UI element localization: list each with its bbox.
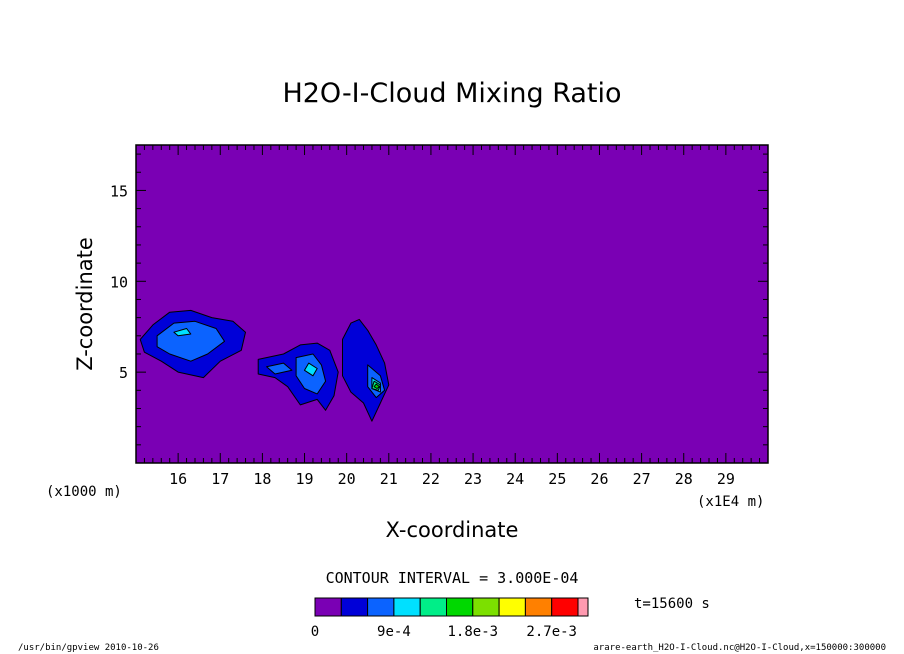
colorbar: 0 9e-4 1.8e-3 2.7e-3 [311,597,589,640]
colorbar-swatch [393,597,421,617]
x-tick-label: 16 [169,470,187,488]
colorbar-swatch [551,597,579,617]
x-tick-label: 18 [253,470,271,488]
x-axis-unit-right: (x1E4 m) [697,494,764,510]
colorbar-swatch [419,597,448,617]
colorbar-swatch [524,597,553,617]
colorbar-swatch [577,597,589,617]
x-tick-label: 28 [675,470,693,488]
x-tick-label: 24 [506,470,524,488]
colorbar-label: 2.7e-3 [526,624,577,640]
x-tick-label: 25 [548,470,566,488]
contour-fill-layer [139,309,390,422]
contour-level-5 [373,383,380,389]
x-tick-label: 27 [633,470,651,488]
x-axis-label: X-coordinate [386,518,519,542]
colorbar-swatch [314,597,342,617]
x-axis-unit-left: (x1000 m) [46,484,122,500]
x-tick-label: 20 [338,470,356,488]
footer-left: /usr/bin/gpview 2010-10-26 [18,643,159,653]
x-axis-ticks: 16 17 18 19 20 21 22 23 24 25 26 27 28 29 [135,145,769,488]
colorbar-swatch [446,597,474,617]
plot-area: 16 17 18 19 20 21 22 23 24 25 26 27 28 29 5 10 15 [110,144,769,488]
colorbar-swatch [472,597,500,617]
contour-level-2 [156,320,225,362]
colorbar-label: 9e-4 [377,624,411,640]
y-tick-label: 10 [110,273,128,291]
contour-level-2 [266,362,293,375]
colorbar-label: 0 [311,624,319,640]
x-tick-label: 23 [464,470,482,488]
y-tick-label: 5 [119,364,128,382]
y-tick-label: 15 [110,182,128,200]
footer-right: arare-earth_H2O-I-Cloud.nc@H2O-I-Cloud,x… [593,643,886,653]
colorbar-swatch [340,597,369,617]
plot-frame [135,144,769,464]
x-tick-label: 26 [590,470,608,488]
x-tick-label: 19 [296,470,314,488]
time-label: t=15600 s [634,596,710,612]
contour-level-3 [173,328,192,337]
x-tick-label: 17 [211,470,229,488]
x-tick-label: 21 [380,470,398,488]
x-tick-label: 29 [717,470,735,488]
colorbar-swatch [367,597,395,617]
y-axis-label: Z-coordinate [73,237,97,371]
contour-interval-label: CONTOUR INTERVAL = 3.000E-04 [326,569,579,587]
chart-title: H2O-I-Cloud Mixing Ratio [282,78,621,109]
contour-level-3 [304,362,318,377]
y-axis-ticks: 5 10 15 [110,153,768,446]
colorbar-label: 1.8e-3 [448,624,499,640]
x-tick-label: 22 [422,470,440,488]
plot-background [136,145,768,463]
colorbar-swatch [498,597,526,617]
